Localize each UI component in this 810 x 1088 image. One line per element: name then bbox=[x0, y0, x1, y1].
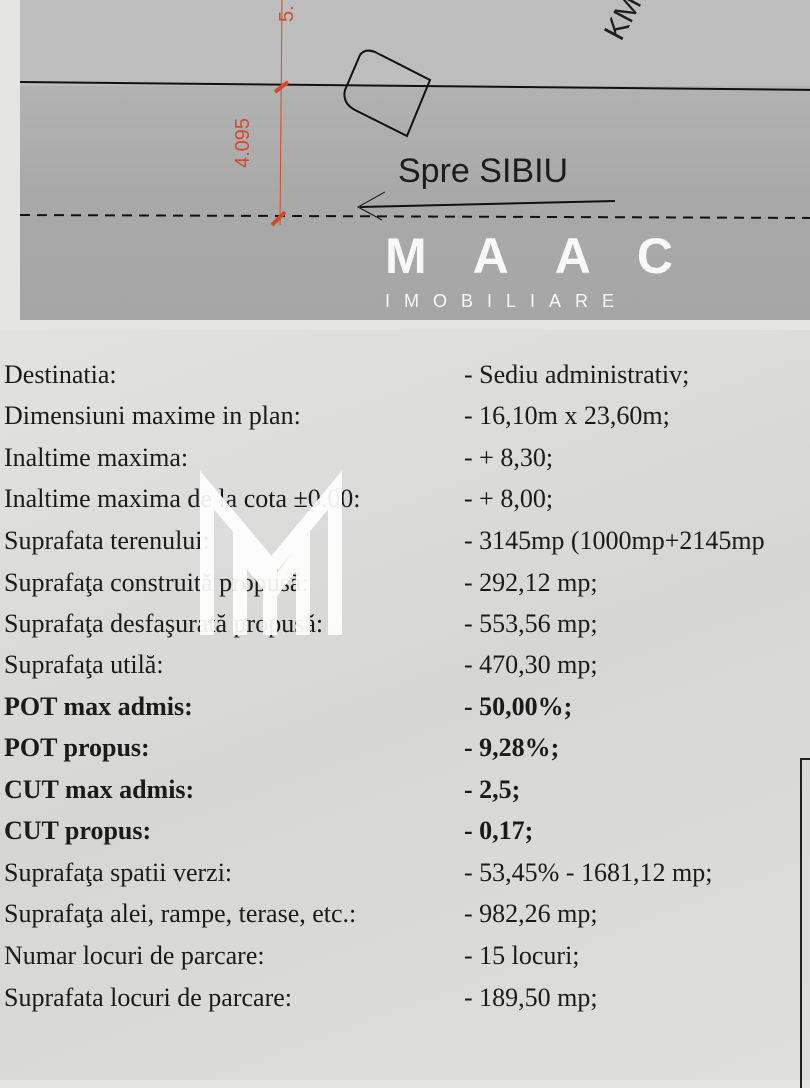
spec-label: Suprafaţa alei, rampe, terase, etc.: bbox=[4, 899, 357, 928]
spec-row: CUT propus: - 0,17; bbox=[0, 816, 810, 856]
spec-value: - 0,17; bbox=[464, 816, 534, 845]
spec-row: Numar locuri de parcare: - 15 locuri; bbox=[0, 941, 810, 981]
spec-row: Suprafata locuri de parcare: - 189,50 mp; bbox=[0, 983, 810, 1023]
spec-label: Inaltime maxima: bbox=[4, 443, 189, 472]
spec-label: Suprafata locuri de parcare: bbox=[4, 983, 293, 1012]
spec-value: - 553,56 mp; bbox=[464, 609, 598, 638]
specs-sheet bbox=[0, 330, 810, 1080]
spec-row: Suprafaţa construită propusă: - 292,12 mp… bbox=[0, 568, 810, 608]
spec-value: - + 8,30; bbox=[464, 443, 554, 472]
spec-row: CUT max admis: - 2,5; bbox=[0, 775, 810, 815]
spec-value: - 2,5; bbox=[464, 775, 521, 804]
direction-arrow-shaft bbox=[359, 200, 616, 208]
spec-value: - 9,28%; bbox=[464, 733, 560, 762]
spec-label: CUT max admis: bbox=[4, 775, 195, 804]
spec-label: Dimensiuni maxime in plan: bbox=[4, 401, 301, 430]
spec-value: - 3145mp (1000mp+2145mp bbox=[464, 526, 765, 555]
spec-value: - Sediu administrativ; bbox=[464, 360, 690, 389]
spec-value: - 53,45% - 1681,12 mp; bbox=[464, 858, 713, 887]
km-marker-shape bbox=[343, 49, 432, 138]
spec-value: - + 8,00; bbox=[464, 484, 554, 513]
spec-row: Suprafaţa alei, rampe, terase, etc.: - 98… bbox=[0, 899, 810, 939]
dimension-tick bbox=[270, 210, 287, 227]
spec-label: Suprafaţa spatii verzi: bbox=[4, 858, 233, 887]
watermark-brand: MAAC bbox=[385, 228, 719, 284]
spec-label: Suprafaţa utilă: bbox=[4, 650, 164, 679]
direction-arrow-head bbox=[356, 191, 386, 221]
spec-value: - 50,00%; bbox=[464, 692, 573, 721]
spec-label: POT propus: bbox=[4, 733, 150, 762]
spec-row: Destinatia: - Sediu administrativ; bbox=[0, 360, 810, 400]
spec-value: - 15 locuri; bbox=[464, 941, 580, 970]
spec-label: Destinatia: bbox=[4, 360, 117, 389]
dimension-line bbox=[279, 0, 283, 226]
spec-value: - 292,12 mp; bbox=[464, 568, 598, 597]
spec-label: POT max admis: bbox=[4, 692, 193, 721]
spec-value: - 16,10m x 23,60m; bbox=[464, 401, 670, 430]
spec-row: Dimensiuni maxime in plan: - 16,10m x 23,… bbox=[0, 401, 810, 441]
site-plan-lines bbox=[20, 0, 810, 227]
spec-row: Inaltime maxima: - + 8,30; bbox=[0, 443, 810, 483]
site-plan-drawing: 5. bbox=[20, 0, 810, 320]
road-edge-line bbox=[20, 81, 810, 91]
spec-row: Inaltime maxima de la cota ±0.00: - + 8,0… bbox=[0, 484, 810, 524]
spec-label: Suprafaţa construită propusă: bbox=[4, 568, 309, 597]
spec-row: Suprafata terenului: - 3145mp (1000mp+214… bbox=[0, 526, 810, 566]
road-axis-dashed-line bbox=[20, 214, 810, 219]
spec-label: Suprafaţa desfaşurată propusă: bbox=[4, 609, 324, 638]
direction-label: Spre SIBIU bbox=[398, 152, 569, 190]
spec-row: Suprafaţa spatii verzi: - 53,45% - 1681,1… bbox=[0, 858, 810, 898]
spec-row: POT propus: - 9,28%; bbox=[0, 733, 810, 773]
spec-value: - 189,50 mp; bbox=[464, 983, 598, 1012]
dimension-tick bbox=[273, 80, 290, 94]
spec-label: Numar locuri de parcare: bbox=[4, 941, 265, 970]
spec-row: POT max admis: - 50,00%; bbox=[0, 692, 810, 732]
table-border bbox=[800, 758, 802, 1088]
table-border bbox=[800, 758, 810, 760]
spec-row: Suprafaţa utilă: - 470,30 mp; bbox=[0, 650, 810, 690]
watermark-subtitle: IMOBILIARE bbox=[385, 291, 629, 311]
spec-value: - 470,30 mp; bbox=[464, 650, 598, 679]
dimension-label-upper: 5. bbox=[276, 5, 298, 22]
spec-label: CUT propus: bbox=[4, 816, 152, 845]
spec-row: Suprafaţa desfaşurată propusă: - 553,56 m… bbox=[0, 609, 810, 649]
spec-label: Suprafata terenului: bbox=[4, 526, 210, 555]
spec-value: - 982,26 mp; bbox=[464, 899, 598, 928]
dimension-label-lower: 4.095 bbox=[232, 117, 254, 168]
spec-label: Inaltime maxima de la cota ±0.00: bbox=[4, 484, 361, 513]
